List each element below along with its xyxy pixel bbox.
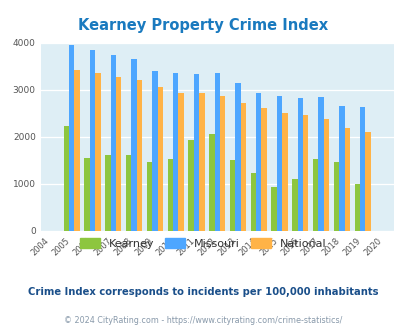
Bar bbox=[261, 108, 266, 231]
Bar bbox=[90, 50, 95, 231]
Bar bbox=[126, 155, 131, 231]
Bar bbox=[157, 87, 162, 231]
Text: Crime Index corresponds to incidents per 100,000 inhabitants: Crime Index corresponds to incidents per… bbox=[28, 287, 377, 297]
Bar bbox=[271, 187, 276, 231]
Bar bbox=[338, 106, 344, 231]
Bar bbox=[152, 71, 157, 231]
Bar bbox=[131, 59, 136, 231]
Bar bbox=[364, 132, 370, 231]
Legend: Kearney, Missouri, National: Kearney, Missouri, National bbox=[75, 234, 330, 253]
Bar bbox=[354, 183, 359, 231]
Bar bbox=[276, 96, 281, 231]
Bar bbox=[74, 70, 80, 231]
Bar bbox=[193, 74, 198, 231]
Bar bbox=[64, 126, 69, 231]
Text: Kearney Property Crime Index: Kearney Property Crime Index bbox=[78, 18, 327, 33]
Bar bbox=[214, 74, 220, 231]
Bar bbox=[110, 55, 116, 231]
Bar bbox=[116, 77, 121, 231]
Bar bbox=[359, 107, 364, 231]
Bar bbox=[220, 96, 225, 231]
Bar bbox=[256, 93, 261, 231]
Bar bbox=[173, 73, 178, 231]
Bar bbox=[302, 115, 308, 231]
Bar bbox=[323, 118, 328, 231]
Bar bbox=[147, 162, 152, 231]
Bar bbox=[198, 93, 204, 231]
Bar bbox=[229, 160, 235, 231]
Bar bbox=[250, 173, 256, 231]
Bar bbox=[209, 134, 214, 231]
Bar bbox=[167, 159, 173, 231]
Bar bbox=[318, 97, 323, 231]
Bar bbox=[333, 162, 338, 231]
Bar bbox=[136, 80, 142, 231]
Bar bbox=[312, 159, 318, 231]
Bar bbox=[69, 45, 74, 231]
Bar bbox=[235, 83, 240, 231]
Text: © 2024 CityRating.com - https://www.cityrating.com/crime-statistics/: © 2024 CityRating.com - https://www.city… bbox=[64, 316, 341, 325]
Bar bbox=[240, 103, 245, 231]
Bar bbox=[188, 140, 193, 231]
Bar bbox=[281, 113, 287, 231]
Bar bbox=[84, 158, 90, 231]
Bar bbox=[292, 179, 297, 231]
Bar bbox=[297, 98, 302, 231]
Bar bbox=[105, 154, 110, 231]
Bar bbox=[95, 73, 100, 231]
Bar bbox=[178, 93, 183, 231]
Bar bbox=[344, 128, 349, 231]
